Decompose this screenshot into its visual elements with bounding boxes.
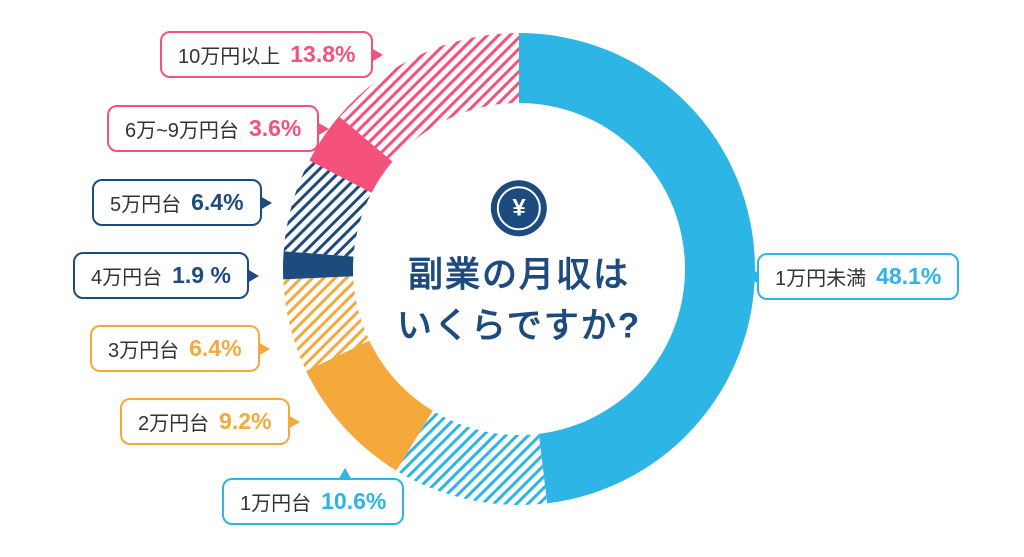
donut-slice-6 — [309, 116, 393, 193]
callout-label: 3万円台 — [108, 340, 180, 362]
callout-bubble-5: 5万円台 6.4% — [92, 179, 272, 226]
callout-value: 9.2% — [219, 408, 272, 434]
callout-bubble-1: 1万円台 10.6% — [222, 468, 405, 525]
callout-value: 10.6% — [321, 488, 387, 514]
callout-value: 3.6% — [248, 115, 302, 141]
callout-bubble-0: 1万円未満 48.1% — [746, 253, 960, 300]
donut-slice-5 — [283, 160, 372, 257]
callout-label: 4万円台 — [91, 267, 163, 289]
callout-bubble-4: 4万円台 1.9 % — [73, 252, 259, 299]
donut-slice-3 — [283, 276, 370, 371]
callout-label: 1万円未満 — [775, 268, 867, 290]
callout-bubble-7: 10万円以上 13.8% — [160, 31, 384, 78]
callout-label: 5万円台 — [110, 194, 182, 216]
callout-value: 6.4% — [191, 189, 244, 215]
callout-value: 48.1% — [876, 263, 942, 289]
donut-slice-0 — [519, 33, 755, 504]
callout-label: 2万円台 — [138, 413, 210, 435]
donut-slice-4 — [283, 251, 354, 280]
callout-label: 6万~9万円台 — [125, 120, 239, 142]
callout-bubble-3: 3万円台 6.4% — [90, 325, 270, 372]
donut-slice-2 — [306, 340, 433, 471]
donut-slice-7 — [339, 33, 519, 162]
callout-value: 6.4% — [189, 335, 242, 361]
callout-label: 1万円台 — [240, 493, 312, 515]
donut-slice-1 — [396, 410, 548, 505]
callout-bubble-2: 2万円台 9.2% — [120, 398, 300, 445]
callout-value: 1.9 % — [172, 262, 231, 288]
callout-bubble-6: 6万~9万円台 3.6% — [107, 105, 330, 152]
callout-label: 10万円以上 — [178, 46, 281, 68]
callout-value: 13.8% — [290, 41, 356, 67]
